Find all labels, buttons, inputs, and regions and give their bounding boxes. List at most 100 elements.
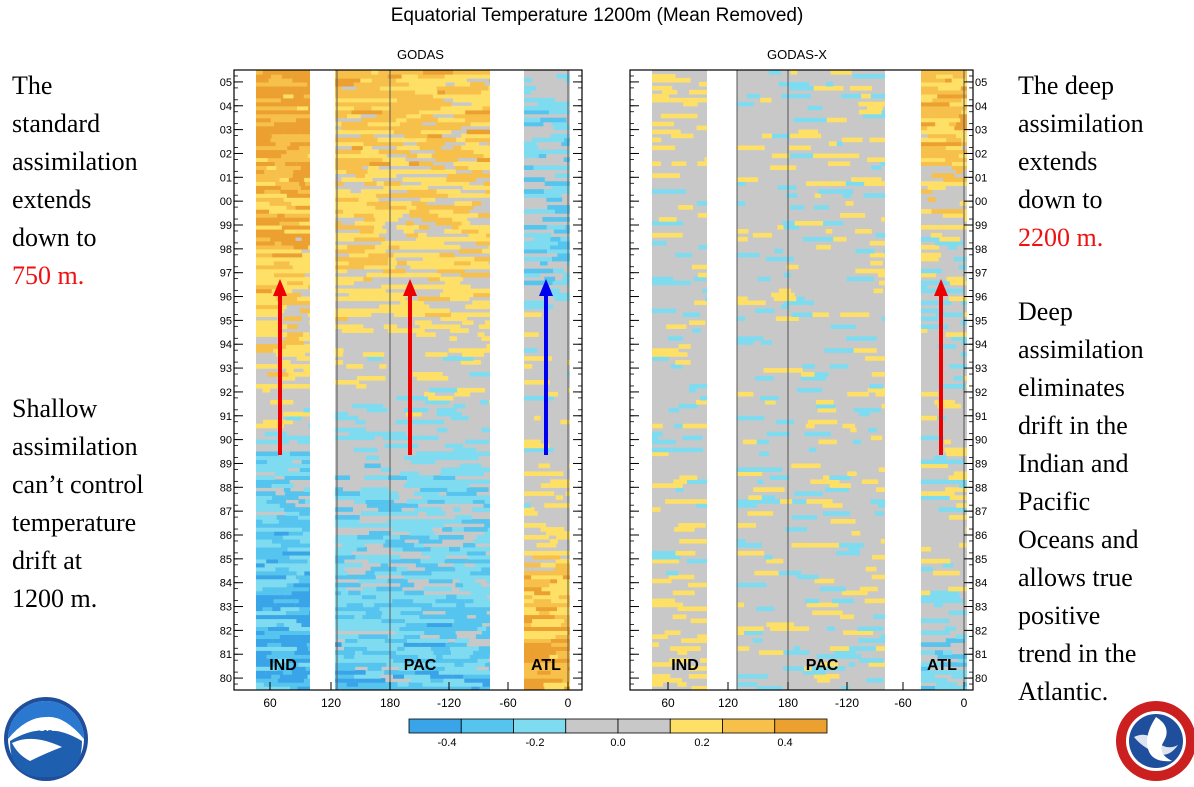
heatmap-cell — [460, 666, 477, 671]
heatmap-cell — [549, 539, 558, 544]
heatmap-cell — [875, 232, 885, 238]
heatmap-cell — [476, 93, 490, 99]
heatmap-cell — [395, 141, 403, 147]
heatmap-cell — [355, 678, 386, 683]
heatmap-cell — [256, 300, 264, 306]
heatmap-cell — [256, 145, 288, 151]
heatmap-cell — [880, 161, 885, 166]
heatmap-cell — [276, 165, 301, 170]
heatmap-cell — [443, 288, 467, 294]
heatmap-cell — [816, 654, 841, 659]
heatmap-cell — [690, 618, 707, 624]
heatmap-cell — [959, 670, 967, 675]
heatmap-cell — [271, 674, 280, 679]
heatmap-cell — [308, 244, 310, 250]
heatmap-cell — [335, 495, 360, 500]
heatmap-cell — [283, 487, 291, 492]
heatmap-cell — [335, 658, 361, 663]
heatmap-cell — [307, 558, 310, 564]
heatmap-cell — [954, 125, 967, 131]
heatmap-cell — [475, 562, 490, 568]
heatmap-cell — [280, 185, 301, 190]
heatmap-cell — [810, 479, 828, 484]
heatmap-cell — [282, 646, 297, 651]
heatmap-cell — [370, 566, 397, 572]
heatmap-cell — [421, 77, 442, 83]
heatmap-cell — [405, 618, 412, 624]
heatmap-cell — [553, 125, 570, 131]
heatmap-cell — [416, 332, 436, 337]
heatmap-cell — [524, 610, 540, 616]
heatmap-cell — [661, 97, 671, 103]
heatmap-cell — [279, 221, 300, 226]
heatmap-cell — [388, 260, 398, 266]
heatmap-cell — [486, 344, 490, 349]
heatmap-cell — [682, 435, 703, 441]
heatmap-cell — [367, 356, 383, 361]
heatmap-cell — [534, 590, 551, 596]
heatmap-cell — [278, 304, 287, 310]
heatmap-cell — [568, 387, 570, 393]
heatmap-cell — [455, 626, 478, 631]
heatmap-cell — [823, 666, 846, 671]
heatmap-cell — [335, 550, 352, 556]
heatmap-cell — [537, 670, 551, 675]
heatmap-cell — [256, 646, 283, 651]
heatmap-cell — [524, 225, 547, 230]
heatmap-cell — [361, 431, 382, 437]
heatmap-cell — [551, 598, 568, 604]
heatmap-cell — [748, 495, 762, 500]
heatmap-cell — [534, 682, 544, 687]
heatmap-cell — [263, 244, 282, 250]
heatmap-cell — [307, 546, 310, 552]
heatmap-cell — [335, 225, 346, 230]
heatmap-cell — [652, 678, 682, 683]
heatmap-cell — [737, 236, 748, 242]
heatmap-cell — [271, 133, 297, 139]
region-label: IND — [671, 657, 699, 674]
heatmap-cell — [675, 550, 696, 556]
heatmap-cell — [397, 260, 407, 266]
heatmap-cell — [534, 236, 551, 242]
heatmap-cell — [301, 256, 310, 262]
heatmap-cell — [824, 348, 854, 353]
heatmap-cell — [389, 686, 416, 690]
heatmap-cell — [378, 97, 398, 103]
heatmap-cell — [921, 594, 939, 600]
heatmap-cell — [256, 181, 276, 186]
heatmap-cell — [262, 387, 271, 393]
heatmap-cell — [662, 89, 678, 95]
heatmap-cell — [791, 527, 807, 532]
heatmap-cell — [524, 670, 538, 675]
heatmap-cell — [351, 542, 365, 548]
heatmap-cell — [449, 121, 471, 127]
heatmap-cell — [275, 125, 295, 131]
heatmap-cell — [921, 678, 948, 683]
heatmap-cell — [453, 284, 471, 290]
left-bottom-line-3: temperature — [12, 508, 137, 537]
heatmap-cell — [691, 686, 707, 690]
heatmap-cell — [550, 479, 570, 484]
heatmap-cell — [286, 574, 296, 580]
heatmap-cell — [560, 483, 570, 488]
y-tick-label: 02 — [220, 148, 232, 160]
heatmap-cell — [462, 352, 484, 357]
heatmap-cell — [355, 618, 382, 624]
heatmap-cell — [276, 622, 285, 627]
heatmap-cell — [807, 105, 823, 111]
heatmap-cell — [959, 129, 967, 135]
heatmap-cell — [934, 650, 944, 655]
heatmap-cell — [277, 376, 296, 381]
heatmap-cell — [766, 431, 791, 437]
heatmap-cell — [256, 70, 263, 75]
heatmap-cell — [396, 225, 419, 230]
heatmap-cell — [873, 614, 885, 620]
heatmap-cell — [550, 638, 570, 643]
heatmap-cell — [446, 149, 474, 155]
heatmap-cell — [442, 527, 453, 532]
heatmap-cell — [390, 105, 419, 111]
heatmap-cell — [256, 165, 267, 170]
heatmap-cell — [396, 145, 420, 151]
heatmap-cell — [360, 590, 375, 596]
heatmap-cell — [789, 85, 814, 91]
